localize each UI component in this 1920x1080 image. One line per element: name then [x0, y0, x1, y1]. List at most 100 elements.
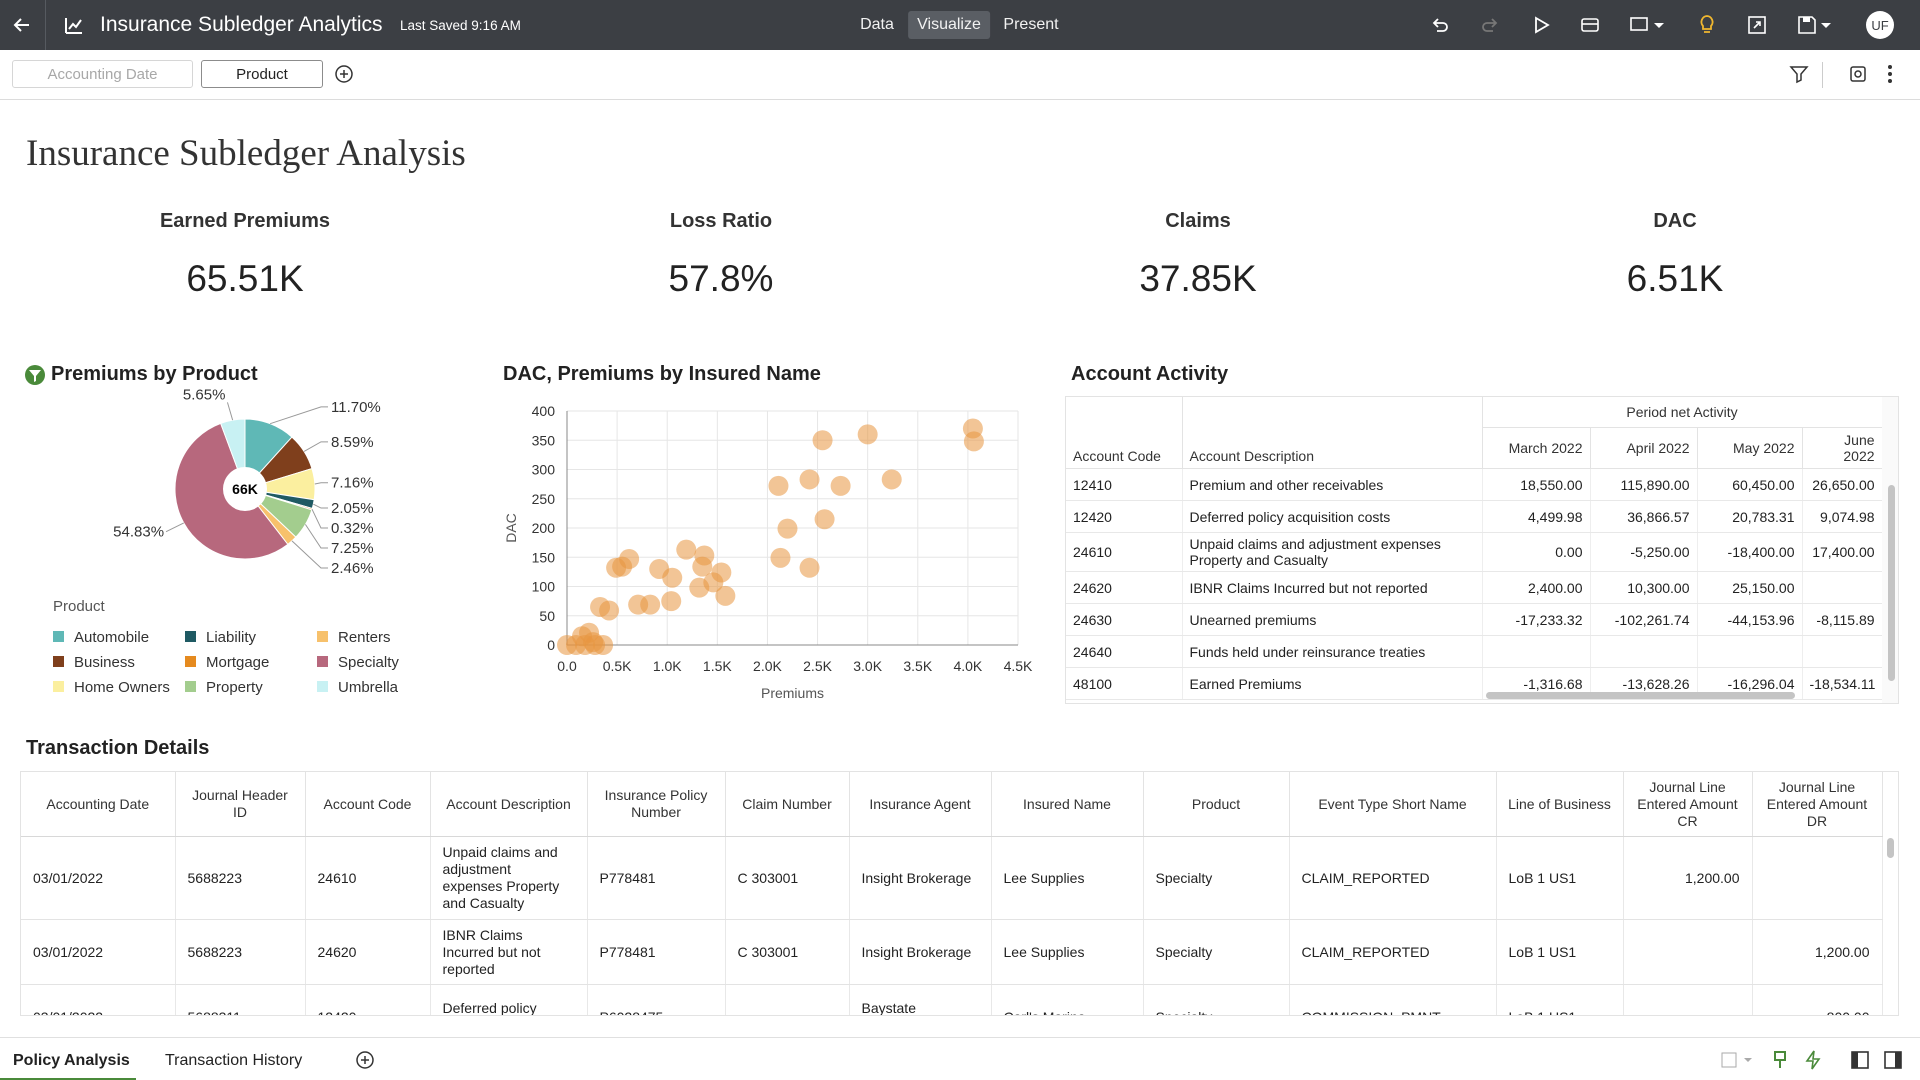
canvas-tab[interactable]: Policy Analysis — [13, 1052, 130, 1069]
table-cell: Deferred policy acquisition costs — [430, 984, 588, 1015]
auto-apply[interactable] — [1803, 1050, 1823, 1070]
column-header: Product — [1143, 772, 1290, 837]
add-canvas[interactable] — [355, 1050, 375, 1070]
table-cell: -5,250.00 — [1590, 532, 1698, 572]
table-cell: C 303001 — [725, 919, 850, 985]
kpi-value: 57.8% — [668, 258, 774, 299]
separator — [1822, 62, 1823, 88]
column-header: Insurance Policy Number — [587, 772, 726, 837]
table-cell: 1,200.00 — [1752, 919, 1883, 985]
table-cell: 24620 — [305, 919, 431, 985]
tab-visualize[interactable]: Visualize — [908, 11, 990, 39]
table-row: 03/01/2022568831112420Deferred policy ac… — [21, 984, 1883, 1015]
column-header: Event Type Short Name — [1289, 772, 1497, 837]
filter-pill[interactable]: Product — [201, 60, 323, 88]
panel-left[interactable] — [1850, 1050, 1870, 1070]
back-button[interactable] — [12, 15, 32, 35]
account-activity: Account Code Account Description Period ne… — [1065, 396, 1899, 704]
legend-label: Automobile — [74, 629, 149, 646]
legend-swatch — [53, 681, 64, 692]
canvas-title: Insurance Subledger Analysis — [26, 133, 466, 174]
scatter-chart: 0 50 100 150 200 250 300 350 400 0.0 0.5K 1.0K 1.5K 2… — [503, 403, 1033, 701]
y-tick-label: 250 — [532, 491, 556, 507]
column-header: June 2022 — [1802, 427, 1883, 469]
column-header: Insured Name — [991, 772, 1144, 837]
data-refresh[interactable] — [1580, 15, 1600, 35]
filter-options[interactable] — [1789, 64, 1809, 84]
kpi-value: 65.51K — [186, 258, 304, 299]
save[interactable] — [1797, 15, 1833, 35]
scrollbar[interactable] — [1887, 838, 1894, 858]
table-cell: Premium and other receivables — [1182, 468, 1483, 501]
data-label: 5.65% — [183, 386, 226, 403]
legend-label: Umbrella — [338, 679, 399, 696]
insights[interactable] — [1697, 14, 1717, 36]
canvas-tab[interactable]: Transaction History — [165, 1052, 303, 1069]
table-cell: Deferred policy acquisition costs — [1182, 500, 1483, 533]
column-header: Claim Number — [725, 772, 850, 837]
table-cell: 9,074.98 — [1802, 500, 1883, 533]
table-cell: 24640 — [1066, 635, 1183, 668]
scatter-point — [881, 469, 902, 490]
table-cell: 24620 — [1066, 571, 1183, 604]
table-cell: Lee Supplies — [991, 836, 1144, 920]
table-cell: -102,261.74 — [1590, 603, 1698, 636]
scatter-point — [715, 585, 736, 606]
pie-hole — [223, 467, 267, 511]
leader-line — [303, 441, 328, 452]
chart-title: DAC, Premiums by Insured Name — [503, 363, 821, 385]
table-cell — [725, 984, 850, 1015]
legend-swatch — [185, 656, 196, 667]
add-filter[interactable] — [334, 64, 354, 84]
data-label: 11.70% — [331, 399, 381, 416]
filter-indicator — [25, 365, 45, 385]
column-header: May 2022 — [1697, 427, 1803, 469]
x-tick-label: 1.5K — [703, 658, 732, 674]
kpi-value: 37.85K — [1139, 258, 1257, 299]
comments[interactable] — [1630, 15, 1666, 35]
tab-present[interactable]: Present — [1003, 16, 1059, 33]
undo[interactable] — [1430, 15, 1450, 35]
last-saved: Last Saved 9:16 AM — [400, 18, 521, 33]
table-row: 12420 Deferred policy acquisition costs 4,… — [1066, 500, 1883, 533]
legend-title: Product — [53, 598, 106, 615]
data-label: 54.83% — [113, 524, 164, 541]
kpi-label: Loss Ratio — [669, 210, 773, 232]
filter-pill[interactable]: Accounting Date — [12, 60, 193, 88]
more-menu[interactable] — [1885, 64, 1895, 84]
scatter-point — [628, 594, 649, 615]
tab-data[interactable]: Data — [860, 16, 894, 33]
canvas-settings[interactable] — [1848, 64, 1868, 84]
x-tick-label: 2.0K — [753, 658, 782, 674]
table-cell: 12410 — [1066, 468, 1183, 501]
legend-label: Liability — [206, 629, 257, 646]
header-row: Account Code Account Description Period ne… — [1066, 397, 1883, 469]
app-icon — [65, 18, 82, 34]
scrollbar[interactable] — [1486, 692, 1795, 699]
table-cell: -18,534.11 — [1802, 667, 1883, 700]
brush[interactable] — [1770, 1050, 1790, 1070]
scrollbar[interactable] — [1888, 485, 1895, 681]
user-avatar[interactable]: UF — [1865, 10, 1895, 40]
redo[interactable] — [1480, 15, 1500, 35]
y-tick-label: 200 — [532, 520, 556, 536]
panel-right[interactable] — [1883, 1050, 1903, 1070]
table-cell: 03/01/2022 — [21, 836, 176, 920]
preview[interactable] — [1531, 15, 1551, 35]
separator — [45, 0, 46, 50]
table-title: Account Activity — [1071, 363, 1229, 385]
legend-swatch — [185, 681, 196, 692]
table-cell — [1623, 919, 1753, 985]
layout-menu[interactable] — [1720, 1050, 1754, 1070]
scatter-point — [963, 431, 984, 452]
x-tick-label: 0.0 — [557, 658, 577, 674]
column-header: Journal Header ID — [175, 772, 306, 837]
x-tick-label: 4.0K — [953, 658, 982, 674]
export[interactable] — [1747, 15, 1767, 35]
group-header: Period net Activity — [1482, 397, 1883, 428]
table-cell: 03/01/2022 — [21, 984, 176, 1015]
table-cell — [1752, 836, 1883, 920]
table-cell: 4,499.98 — [1482, 500, 1591, 533]
table-cell: LoB 1 US1 — [1496, 984, 1624, 1015]
legend-label: Specialty — [338, 654, 399, 671]
